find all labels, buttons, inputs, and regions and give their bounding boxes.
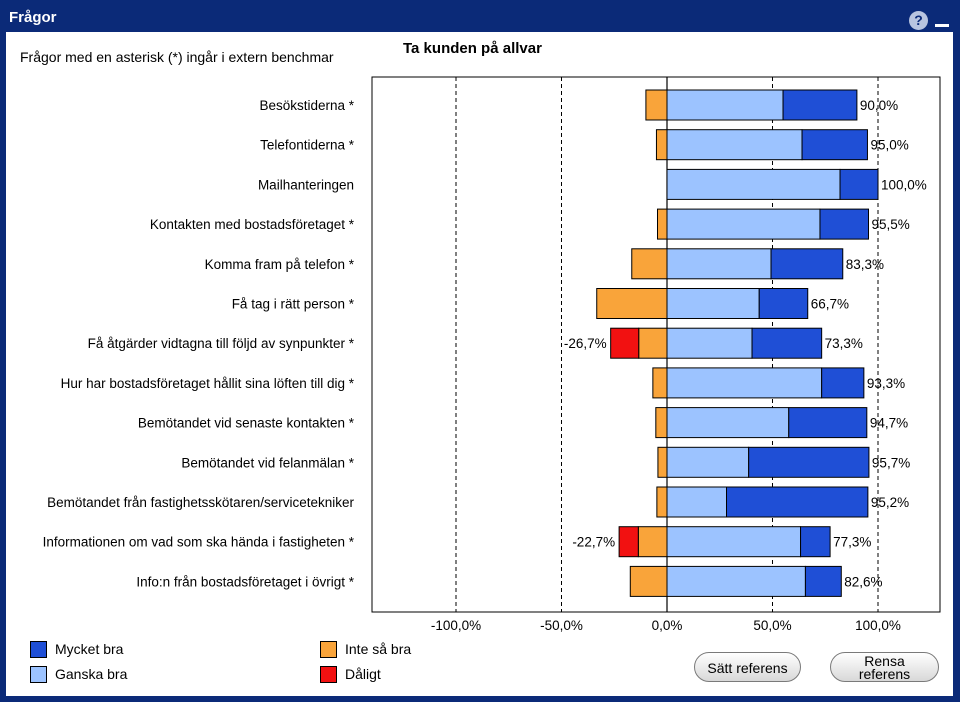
value-label-positive: 95,7% [872, 455, 910, 470]
window-title: Frågor [9, 9, 57, 26]
category-label: Kontakten med bostadsföretaget * [150, 217, 355, 232]
bar-daligt [610, 327, 640, 359]
bar-inte-sa-bra [657, 208, 668, 240]
legend-label-mycket-bra: Mycket bra [55, 641, 124, 657]
bar-inte-sa-bra [596, 288, 668, 319]
bar-inte-sa-bra [631, 248, 668, 280]
bar-inte-sa-bra [657, 446, 668, 478]
bar-ganska-bra [666, 288, 760, 319]
bar-ganska-bra [666, 248, 772, 280]
value-label-positive: 77,3% [833, 535, 871, 550]
bar-ganska-bra [666, 129, 803, 161]
category-label: Mailhanteringen [258, 177, 354, 192]
value-label-negative: -26,7% [564, 336, 607, 351]
bar-ganska-bra [666, 446, 750, 478]
clear-reference-label-2: referens [858, 666, 911, 682]
legend-label-ganska-bra: Ganska bra [55, 666, 128, 682]
category-label: Bemötandet vid felanmälan * [181, 455, 354, 470]
bar-mycket-bra [819, 208, 870, 240]
value-label-positive: 83,3% [846, 257, 884, 272]
bar-inte-sa-bra [629, 565, 668, 597]
chart-title: Ta kunden på allvar [403, 40, 542, 57]
bar-inte-sa-bra [656, 486, 668, 518]
value-label-positive: 93,3% [867, 376, 905, 391]
bar-ganska-bra [666, 168, 841, 200]
bar-daligt [618, 526, 639, 558]
legend-swatch-mycket-bra [30, 641, 47, 658]
value-label-positive: 66,7% [811, 297, 849, 312]
bar-ganska-bra [666, 526, 802, 558]
legend-swatch-inte-sa-bra [320, 641, 337, 658]
bar-inte-sa-bra [645, 89, 668, 121]
bar-ganska-bra [666, 407, 790, 439]
clear-reference-label-1: Rensa [864, 653, 905, 669]
bar-mycket-bra [748, 446, 870, 478]
bar-mycket-bra [782, 89, 858, 121]
x-tick-label: 0,0% [652, 618, 683, 633]
bar-mycket-bra [821, 367, 865, 399]
clear-reference-button[interactable]: Rensa referens [830, 652, 939, 682]
bar-inte-sa-bra [637, 526, 668, 558]
category-label: Telefontiderna * [260, 138, 355, 153]
bar-ganska-bra [666, 367, 823, 399]
bar-mycket-bra [804, 565, 842, 597]
category-label: Besökstiderna * [259, 98, 354, 113]
legend-label-daligt: Dåligt [345, 666, 381, 682]
legend-label-inte-sa-bra: Inte så bra [345, 641, 412, 657]
bar-ganska-bra [666, 208, 821, 240]
bar-ganska-bra [666, 486, 728, 518]
category-label: Komma fram på telefon * [205, 257, 355, 272]
bar-mycket-bra [770, 248, 844, 280]
category-label: Informationen om vad som ska hända i fas… [43, 535, 355, 550]
x-tick-label: -50,0% [540, 618, 583, 633]
window-titlebar: Frågor ? [3, 3, 957, 31]
value-label-positive: 73,3% [825, 336, 863, 351]
bar-ganska-bra [666, 565, 806, 597]
value-label-positive: 95,0% [870, 138, 908, 153]
value-label-positive: 95,5% [872, 217, 910, 232]
value-label-positive: 94,7% [870, 416, 908, 431]
legend-swatch-ganska-bra [30, 666, 47, 683]
set-reference-button[interactable]: Sätt referens [694, 652, 801, 682]
value-label-positive: 95,2% [871, 495, 909, 510]
bar-mycket-bra [801, 129, 868, 161]
bar-inte-sa-bra [652, 367, 668, 399]
bar-mycket-bra [751, 327, 823, 359]
minimize-icon[interactable] [935, 24, 949, 27]
help-icon[interactable]: ? [909, 11, 928, 30]
intro-text: Frågor med en asterisk (*) ingår i exter… [20, 49, 334, 65]
x-tick-label: 100,0% [855, 618, 901, 633]
bar-inte-sa-bra [638, 327, 668, 359]
bar-ganska-bra [666, 89, 784, 121]
bar-mycket-bra [839, 168, 879, 200]
bar-mycket-bra [726, 486, 869, 518]
x-tick-label: -100,0% [431, 618, 481, 633]
category-label: Få åtgärder vidtagna till följd av synpu… [88, 336, 355, 351]
x-tick-label: 50,0% [753, 618, 791, 633]
value-label-positive: 100,0% [881, 177, 927, 192]
bar-mycket-bra [800, 526, 831, 558]
value-label-positive: 90,0% [860, 98, 898, 113]
legend-swatch-daligt [320, 666, 337, 683]
value-label-negative: -22,7% [572, 535, 615, 550]
value-label-positive: 82,6% [844, 574, 882, 589]
category-label: Bemötandet vid senaste kontakten * [138, 416, 355, 431]
category-label: Bemötandet från fastighetsskötaren/servi… [47, 495, 354, 510]
bar-mycket-bra [788, 407, 868, 439]
category-label: Få tag i rätt person * [232, 297, 355, 312]
bar-mycket-bra [758, 288, 809, 319]
category-label: Info:n från bostadsföretaget i övrigt * [136, 574, 354, 589]
bar-ganska-bra [666, 327, 753, 359]
category-label: Hur har bostadsföretaget hållit sina löf… [61, 376, 355, 391]
bar-inte-sa-bra [655, 129, 668, 161]
bar-inte-sa-bra [655, 407, 668, 439]
